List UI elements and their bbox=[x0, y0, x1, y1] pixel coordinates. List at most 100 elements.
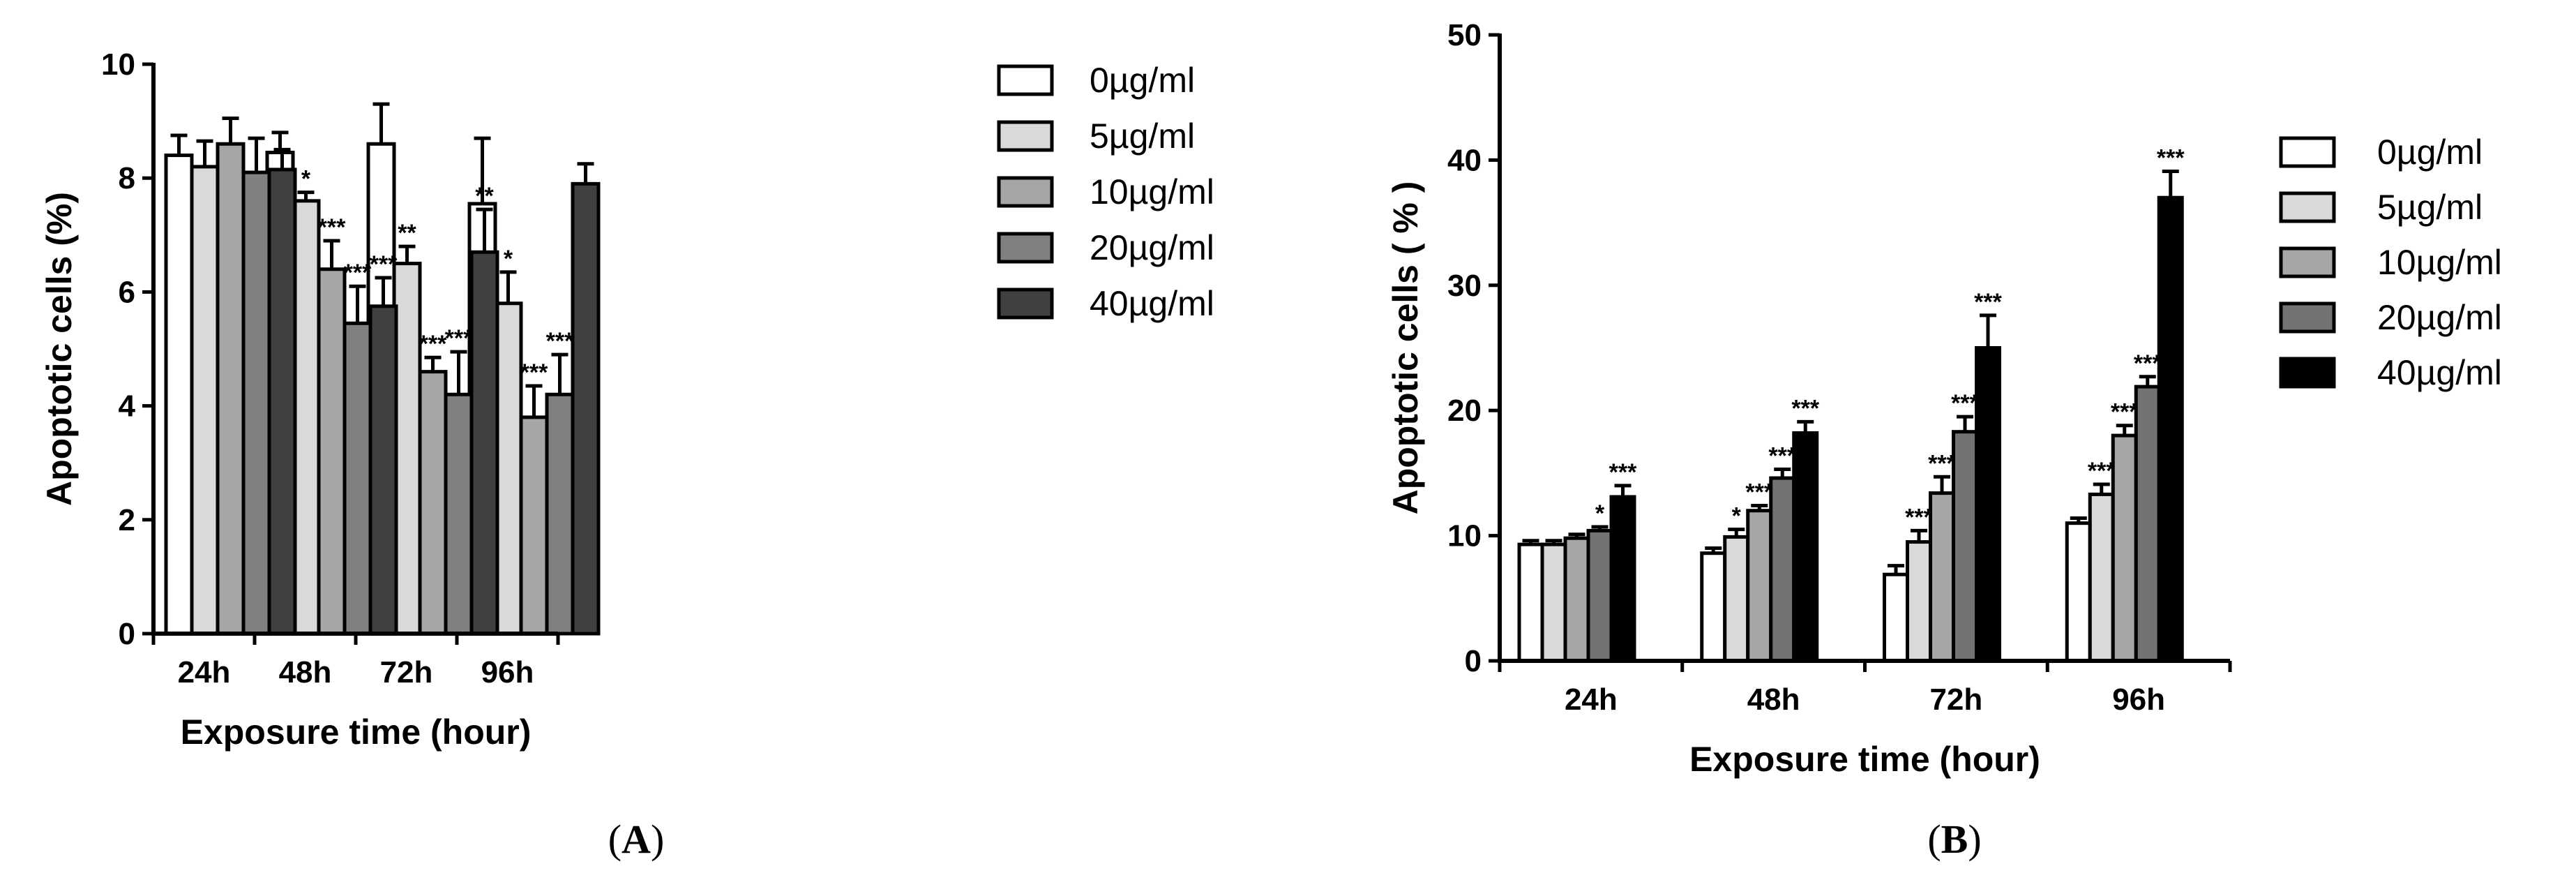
significance-marker: *** bbox=[1745, 479, 1773, 506]
bar bbox=[1517, 542, 1544, 663]
bar bbox=[418, 370, 448, 636]
bar bbox=[1609, 495, 1636, 663]
legend-swatch bbox=[997, 64, 1054, 96]
x-axis-title: Exposure time (hour) bbox=[181, 712, 532, 752]
significance-marker: *** bbox=[2111, 399, 2139, 426]
bar bbox=[545, 392, 575, 636]
bar bbox=[1975, 346, 2001, 663]
legend-swatch bbox=[997, 232, 1054, 264]
x-tick-label: 72h bbox=[1929, 682, 1982, 717]
bar bbox=[1563, 536, 1590, 663]
bar bbox=[1700, 551, 1727, 663]
bar bbox=[164, 154, 194, 636]
y-tick-label: 6 bbox=[119, 275, 135, 309]
legend-swatch bbox=[997, 120, 1054, 152]
legend-label: 10µg/ml bbox=[1090, 172, 1214, 211]
bar bbox=[1586, 528, 1613, 663]
x-tick-label: 72h bbox=[380, 655, 433, 689]
significance-marker: ** bbox=[398, 220, 416, 246]
bar bbox=[493, 301, 523, 636]
significance-marker: *** bbox=[2157, 145, 2185, 172]
bar bbox=[1540, 542, 1567, 663]
legend-label: 20µg/ml bbox=[1090, 228, 1214, 267]
legend-swatch bbox=[2279, 136, 2336, 168]
significance-marker: *** bbox=[1905, 504, 1933, 530]
x-axis-title: Exposure time (hour) bbox=[1689, 740, 2040, 779]
significance-marker: *** bbox=[1609, 459, 1637, 486]
bar bbox=[2088, 492, 2115, 663]
significance-marker: *** bbox=[344, 260, 372, 286]
y-tick-label: 10 bbox=[1447, 519, 1482, 553]
x-tick-label: 24h bbox=[178, 655, 231, 689]
bar bbox=[392, 262, 422, 636]
legend-swatch bbox=[2279, 301, 2336, 334]
legend-label: 40µg/ml bbox=[2377, 353, 2502, 392]
y-tick-label: 10 bbox=[101, 47, 135, 82]
significance-marker: *** bbox=[318, 214, 346, 241]
panel-label: (B) bbox=[1927, 816, 1981, 862]
bar bbox=[216, 142, 246, 636]
significance-marker: *** bbox=[546, 328, 574, 355]
bar bbox=[444, 392, 474, 636]
x-tick-label: 96h bbox=[481, 655, 534, 689]
legend-label: 0µg/ml bbox=[1090, 61, 1195, 100]
bar bbox=[519, 415, 549, 636]
legend-swatch bbox=[997, 176, 1054, 208]
bar bbox=[2111, 433, 2138, 663]
significance-marker: *** bbox=[445, 325, 473, 352]
bar bbox=[1906, 540, 1932, 663]
bar bbox=[267, 167, 297, 636]
x-tick-label: 24h bbox=[1565, 682, 1618, 717]
bar bbox=[342, 321, 372, 636]
y-tick-label: 30 bbox=[1447, 269, 1482, 303]
legend-label: 40µg/ml bbox=[1090, 284, 1214, 323]
y-tick-label: 40 bbox=[1447, 143, 1482, 177]
significance-marker: *** bbox=[2134, 350, 2162, 377]
significance-marker: *** bbox=[1791, 395, 1819, 421]
significance-marker: *** bbox=[520, 359, 548, 386]
y-tick-label: 8 bbox=[119, 161, 135, 195]
y-tick-label: 0 bbox=[119, 617, 135, 651]
bar bbox=[1929, 491, 1955, 663]
bar bbox=[2134, 385, 2161, 663]
legend-label: 5µg/ml bbox=[1090, 117, 1195, 156]
significance-marker: *** bbox=[370, 251, 398, 278]
significance-marker: * bbox=[301, 166, 311, 193]
y-tick-label: 20 bbox=[1447, 394, 1482, 428]
legend-label: 20µg/ml bbox=[2377, 298, 2502, 337]
bar bbox=[241, 170, 271, 636]
bar bbox=[317, 267, 347, 636]
legend-label: 0µg/ml bbox=[2377, 133, 2483, 172]
legend-swatch bbox=[2279, 246, 2336, 278]
significance-marker: * bbox=[1732, 503, 1742, 530]
bar bbox=[2065, 521, 2092, 663]
legend-label: 10µg/ml bbox=[2377, 243, 2502, 282]
bar bbox=[190, 165, 220, 636]
y-tick-label: 2 bbox=[119, 503, 135, 537]
significance-marker: *** bbox=[2088, 458, 2116, 484]
x-tick-label: 48h bbox=[1747, 682, 1800, 717]
significance-marker: *** bbox=[1951, 390, 1979, 417]
panel-letter: A bbox=[622, 816, 651, 862]
x-tick-label: 48h bbox=[279, 655, 332, 689]
y-tick-label: 50 bbox=[1447, 18, 1482, 52]
significance-marker: *** bbox=[1974, 289, 2002, 315]
y-tick-label: 0 bbox=[1465, 644, 1482, 678]
panel-letter: B bbox=[1941, 816, 1968, 862]
bar bbox=[1723, 535, 1750, 663]
bar bbox=[1792, 431, 1819, 663]
panel-label: (A) bbox=[608, 816, 665, 862]
bar bbox=[1769, 476, 1796, 663]
significance-marker: * bbox=[1595, 500, 1605, 527]
legend-swatch bbox=[2279, 191, 2336, 223]
bar bbox=[291, 199, 321, 636]
legend-label: 5µg/ml bbox=[2377, 188, 2483, 227]
bar bbox=[368, 304, 398, 636]
significance-marker: ** bbox=[475, 183, 494, 209]
significance-marker: * bbox=[504, 246, 513, 272]
x-tick-label: 96h bbox=[2112, 682, 2165, 717]
y-axis-title: Apoptotic cells ( % ) bbox=[1386, 181, 1425, 515]
bar bbox=[571, 181, 601, 636]
legend-swatch bbox=[2279, 357, 2336, 389]
